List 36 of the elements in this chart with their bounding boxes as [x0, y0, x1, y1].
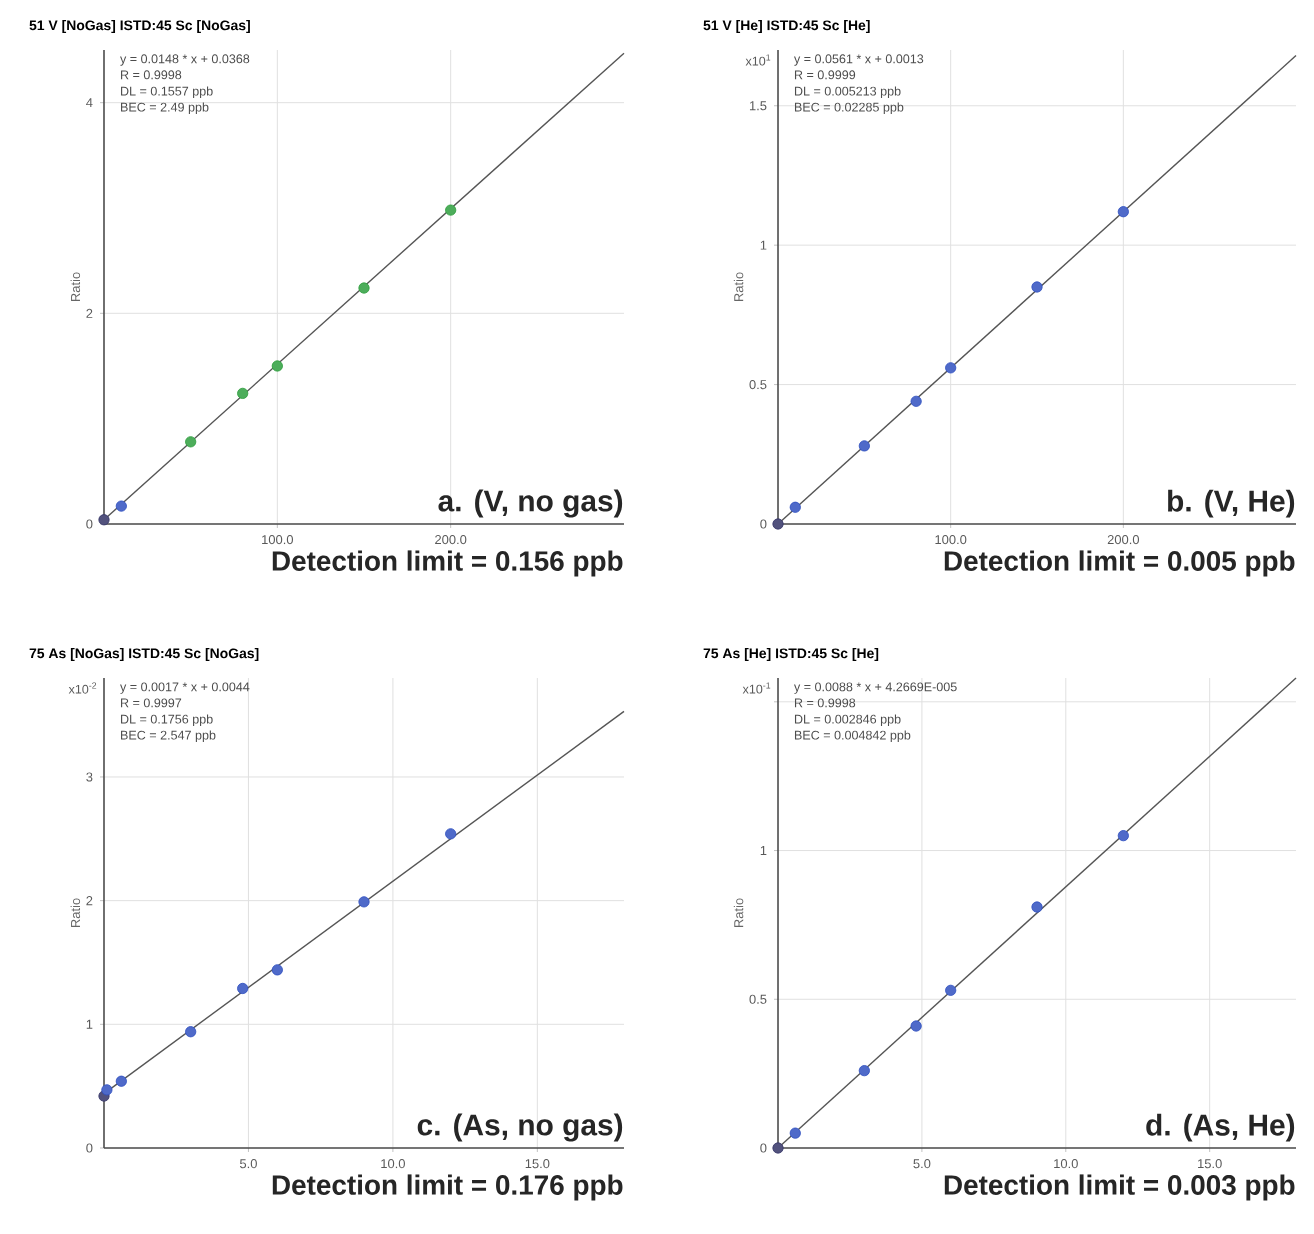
point: [271, 360, 283, 372]
point: [772, 1142, 784, 1154]
point: [445, 204, 457, 216]
text: Detection limit = 0.003 ppb: [944, 1174, 1295, 1201]
point: [945, 362, 957, 374]
point: [945, 984, 957, 996]
point: [271, 964, 283, 976]
point: [115, 500, 127, 512]
point: [789, 1127, 801, 1139]
point: [858, 1065, 870, 1077]
point: [98, 514, 110, 526]
annotation: b. (V, He): [1168, 489, 1295, 518]
annotation: a. (V, no gas): [438, 489, 623, 518]
point: [445, 828, 457, 840]
point: [858, 440, 870, 452]
point: [1031, 901, 1043, 913]
text: Detection limit = 0.176 ppb: [272, 1174, 623, 1201]
point: [772, 518, 784, 530]
point: [358, 896, 370, 908]
annotation: c. (As, no gas): [417, 1113, 623, 1142]
point: [1117, 830, 1129, 842]
point: [115, 1075, 127, 1087]
text: Detection limit = 0.005 ppb: [944, 550, 1295, 577]
point: [237, 982, 249, 995]
point: [1031, 281, 1043, 293]
point: [1117, 206, 1129, 218]
point: [789, 501, 801, 513]
point: [910, 395, 922, 407]
point: [237, 387, 249, 399]
text: Detection limit = 0.156 ppb: [272, 550, 623, 577]
point: [358, 282, 370, 294]
point: [101, 1084, 113, 1096]
annotation: d. (As, He): [1146, 1113, 1295, 1142]
point: [185, 1026, 197, 1038]
point: [185, 436, 197, 448]
point: [910, 1020, 922, 1032]
